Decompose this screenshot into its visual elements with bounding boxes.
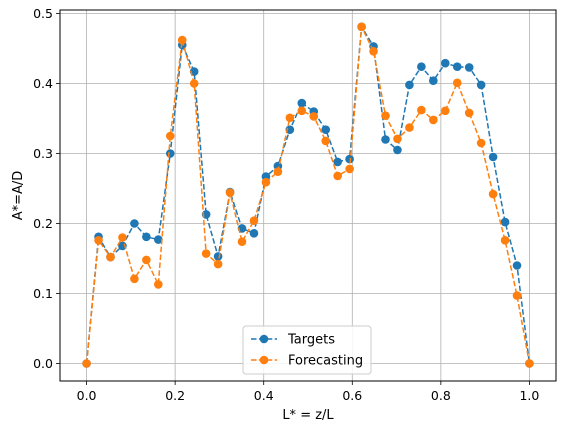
- data-point: [106, 252, 115, 262]
- series-line: [85, 24, 531, 364]
- y-tick-label: 0.5: [33, 6, 53, 21]
- data-point: [417, 105, 426, 115]
- data-point: [225, 188, 235, 197]
- data-point: [333, 171, 342, 181]
- data-point: [165, 149, 175, 158]
- x-tick-label: 0.6: [342, 388, 362, 403]
- data-point: [393, 134, 402, 144]
- data-point: [417, 62, 426, 71]
- legend-marker: [259, 355, 269, 365]
- data-point: [429, 115, 438, 125]
- x-tick-label: 0.0: [77, 388, 97, 403]
- x-axis-label: L* = z/L: [282, 408, 334, 423]
- y-tick-label: 0.4: [33, 76, 53, 91]
- data-point: [464, 108, 474, 118]
- data-point: [94, 236, 103, 245]
- y-tick-label: 0.3: [33, 146, 53, 161]
- series-line: [85, 24, 531, 364]
- legend-label: Forecasting: [288, 354, 363, 369]
- data-point: [393, 145, 402, 155]
- data-point: [452, 78, 462, 88]
- data-point: [512, 291, 522, 300]
- data-point: [381, 111, 390, 120]
- data-point: [309, 112, 319, 121]
- data-point: [249, 216, 259, 225]
- data-point: [82, 359, 91, 368]
- data-point: [345, 154, 354, 164]
- data-point: [464, 63, 474, 72]
- data-point: [273, 167, 283, 176]
- data-point: [297, 98, 307, 108]
- data-point: [201, 249, 211, 258]
- legend-box: [242, 325, 372, 375]
- x-tick-label: 0.2: [165, 388, 185, 403]
- data-point: [118, 233, 127, 242]
- y-tick-label: 0.1: [33, 286, 53, 301]
- data-point: [476, 138, 486, 148]
- data-point: [154, 280, 163, 289]
- data-point: [476, 80, 486, 90]
- data-point: [297, 106, 307, 116]
- data-point: [440, 106, 450, 116]
- series-forecasting: [82, 22, 534, 368]
- x-tick-label: 0.8: [431, 388, 451, 403]
- data-point: [381, 135, 390, 144]
- x-tick-label: 0.4: [254, 388, 274, 403]
- data-point: [512, 261, 522, 270]
- data-point: [142, 232, 151, 242]
- data-point: [213, 259, 223, 269]
- data-point: [177, 35, 187, 45]
- plot-frame: [59, 9, 557, 382]
- tick-layer: 0.0 0.2 0.4 0.6 0.8 1.0 0.0 0.1 0.2 0.3 0.4 0.5: [33, 6, 539, 403]
- data-point: [452, 62, 462, 71]
- data-point: [249, 229, 259, 238]
- data-point: [525, 359, 534, 368]
- data-point: [189, 79, 199, 88]
- data-point: [154, 235, 163, 244]
- data-point: [369, 47, 378, 56]
- data-point: [285, 113, 295, 123]
- data-point: [405, 123, 414, 132]
- data-point: [321, 136, 331, 146]
- data-point: [405, 80, 414, 90]
- legend-label: Targets: [287, 333, 335, 348]
- x-tick-label: 1.0: [519, 388, 539, 403]
- series-layer: [82, 22, 534, 368]
- legend: Targets Forecasting: [242, 325, 372, 375]
- data-point: [500, 217, 510, 227]
- data-point: [488, 152, 498, 162]
- data-point: [285, 125, 295, 134]
- data-point: [261, 177, 271, 187]
- data-point: [130, 219, 139, 228]
- data-point: [440, 58, 450, 68]
- data-point: [357, 22, 366, 32]
- data-point: [165, 131, 175, 141]
- data-point: [345, 164, 354, 174]
- data-point: [142, 255, 151, 265]
- data-point: [429, 76, 438, 85]
- gridlines: [60, 10, 556, 381]
- series-targets: [82, 22, 534, 368]
- y-tick-label: 0.2: [33, 216, 53, 231]
- data-point: [333, 157, 342, 167]
- y-axis-label: A*=A/D: [11, 171, 26, 221]
- data-point: [488, 189, 498, 199]
- legend-marker: [259, 334, 269, 344]
- y-tick-label: 0.0: [33, 356, 53, 371]
- data-point: [321, 125, 331, 134]
- data-point: [130, 274, 139, 284]
- data-point: [237, 237, 247, 246]
- data-point: [213, 252, 223, 261]
- data-point: [500, 236, 510, 245]
